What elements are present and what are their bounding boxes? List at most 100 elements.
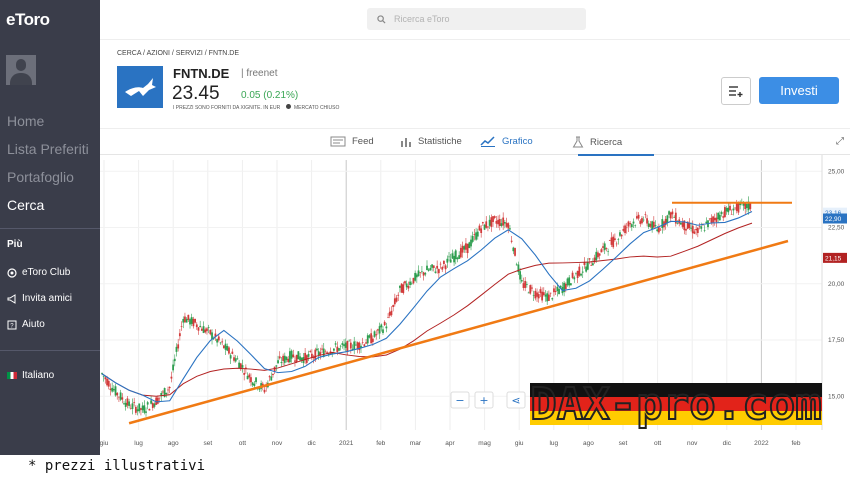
candle-body — [668, 211, 670, 215]
sidebar-item-label: eToro Club — [22, 267, 71, 278]
candle-body — [471, 235, 474, 242]
candle-body — [184, 316, 186, 323]
breadcrumb[interactable]: CERCA / AZIONI / SERVIZI / FNTN.DE — [117, 50, 240, 57]
candle-body — [314, 349, 317, 361]
candle-body — [338, 348, 340, 351]
megaphone-icon — [7, 293, 16, 304]
candle-body — [141, 405, 144, 411]
candle-body — [658, 227, 660, 233]
candle-body — [576, 270, 579, 279]
candle-body — [405, 283, 408, 288]
candle-body — [412, 277, 415, 284]
candle-body — [559, 285, 562, 288]
candle-body — [239, 363, 242, 370]
candle-body — [443, 260, 445, 264]
candle-body — [341, 343, 344, 345]
candle-body — [674, 212, 677, 224]
candle-body — [321, 348, 323, 350]
invest-button[interactable]: Investi — [759, 77, 839, 104]
candle-body — [424, 273, 427, 275]
x-tick-label: set — [203, 440, 212, 447]
candle-body — [627, 221, 630, 227]
candle-body — [106, 378, 108, 386]
search-input[interactable]: Ricerca eToro — [367, 8, 586, 30]
sidebar-item-etoro-club[interactable]: eToro Club — [7, 267, 70, 278]
sidebar-item-help[interactable]: ? Aiuto — [7, 319, 45, 330]
etoro-logo[interactable]: eToro — [6, 10, 50, 29]
candle-body — [287, 358, 290, 363]
candle-body — [490, 217, 493, 227]
candle-body — [642, 219, 645, 221]
candle-body — [573, 277, 576, 280]
zoom-in-button[interactable]: + — [474, 391, 494, 409]
candle-body — [465, 243, 467, 250]
sidebar-item-label: Aiuto — [22, 319, 45, 330]
candle-body — [167, 389, 169, 391]
candle-body — [712, 216, 714, 223]
candle-body — [136, 409, 139, 412]
candle-body — [294, 360, 296, 362]
candle-body — [216, 339, 219, 343]
candle-body — [383, 321, 386, 326]
candle-body — [363, 344, 366, 347]
sidebar-item-invite[interactable]: Invita amici — [7, 293, 72, 304]
tab-research[interactable]: Ricerca — [572, 136, 622, 148]
candle-body — [304, 352, 307, 361]
sidebar-item-watchlist[interactable]: Lista Preferiti — [7, 141, 89, 157]
zoom-out-button[interactable]: − — [450, 391, 470, 409]
candle-body — [703, 230, 706, 231]
candle-body — [417, 270, 420, 277]
candle-body — [478, 225, 481, 231]
sidebar-item-search[interactable]: Cerca — [7, 197, 45, 213]
candle-body — [480, 228, 483, 233]
candle-body — [495, 220, 498, 224]
candle-body — [268, 376, 271, 378]
instrument-tabs: Feed Statistiche Grafico Ricerca — [100, 128, 850, 156]
avatar[interactable] — [6, 55, 36, 85]
candle-body — [730, 214, 733, 215]
language-selector[interactable]: Italiano — [7, 370, 54, 381]
tab-feed[interactable]: Feed — [330, 136, 374, 147]
candle-body — [261, 383, 264, 387]
candle-body — [634, 225, 637, 226]
candle-body — [278, 356, 281, 359]
candle-body — [307, 353, 310, 357]
candle-body — [427, 269, 430, 271]
candle-body — [690, 227, 692, 229]
candle-body — [288, 351, 291, 363]
candle-body — [735, 202, 738, 211]
candle-body — [377, 329, 379, 331]
candle-body — [591, 263, 594, 266]
candle-body — [537, 294, 540, 299]
price-change: 0.05 (0.21%) — [241, 90, 299, 101]
candle-body — [158, 397, 161, 399]
candle-body — [180, 326, 183, 327]
candle-body — [492, 216, 494, 223]
candle-body — [488, 219, 491, 226]
add-to-watchlist-button[interactable] — [721, 77, 751, 105]
candle-body — [344, 342, 347, 348]
candle-body — [446, 258, 449, 263]
price-chart[interactable]: giu lug ago set ott nov dic 2021 feb mar apr mag giu… — [100, 155, 850, 455]
fullscreen-icon[interactable]: ⤢ — [836, 136, 844, 147]
candle-body — [439, 263, 442, 265]
tab-chart[interactable]: Grafico — [480, 136, 533, 147]
tab-statistics[interactable]: Statistiche — [400, 136, 462, 147]
sidebar-item-home[interactable]: Home — [7, 113, 45, 129]
candle-body — [436, 265, 439, 269]
candle-body — [517, 264, 520, 273]
candle-body — [683, 220, 686, 231]
candle-body — [151, 403, 154, 409]
moving-average-long-line — [101, 222, 753, 397]
candle-body — [421, 271, 423, 272]
candle-body — [718, 214, 721, 221]
candle-body — [382, 329, 384, 333]
footnote: * prezzi illustrativi — [28, 458, 206, 474]
share-button[interactable]: ⋖ — [506, 391, 526, 409]
candle-body — [647, 223, 650, 228]
x-tick-label: feb — [791, 440, 800, 447]
candle-body — [686, 221, 689, 229]
candle-body — [685, 228, 687, 231]
sidebar-item-portfolio[interactable]: Portafoglio — [7, 169, 74, 185]
candle-body — [539, 289, 542, 294]
